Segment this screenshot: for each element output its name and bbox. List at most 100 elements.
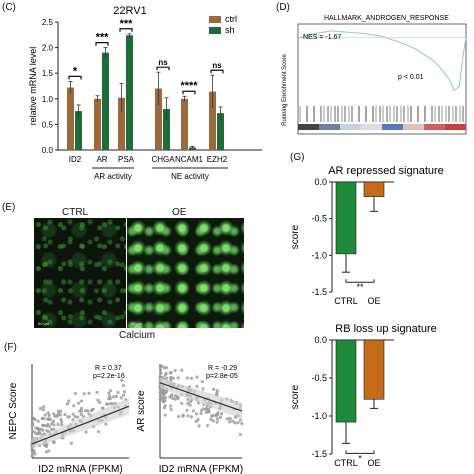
- data-point: [201, 407, 205, 411]
- calcium-micrographs: 50 µm 50 µm: [34, 218, 244, 328]
- significance-label: *: [73, 65, 78, 77]
- rank-color-bar: [424, 124, 445, 130]
- significance-bracket: [210, 69, 224, 74]
- data-point: [84, 430, 88, 434]
- panel-label-d: (D): [276, 2, 290, 13]
- x-tick-label: CHGA: [151, 155, 175, 164]
- p-value-label: p=2.8e-05: [206, 373, 238, 380]
- significance-bracket: [68, 75, 82, 80]
- significance-label: ***: [96, 32, 110, 44]
- micrograph-oe: [127, 218, 244, 328]
- data-point: [197, 424, 201, 428]
- data-point: [219, 412, 224, 416]
- rank-color-bar: [445, 124, 466, 130]
- bar-ctrl: [335, 339, 357, 423]
- data-point: [30, 423, 34, 427]
- x-tick-label: CTRL: [334, 296, 358, 306]
- r-value-label: R = 0.37: [95, 365, 122, 372]
- data-point: [72, 404, 76, 408]
- legend-swatch-ctrl: [209, 16, 221, 23]
- panel-label-e: (E): [2, 202, 16, 213]
- y-tick-label: 1.5: [42, 69, 54, 78]
- y-tick-label: -1.0: [311, 411, 327, 421]
- micrograph-caption: Calcium: [119, 330, 156, 341]
- data-point: [87, 391, 91, 395]
- data-point: [45, 443, 49, 447]
- panel-label-c: (C): [2, 2, 16, 13]
- y-tick-label: -0.5: [311, 214, 327, 224]
- significance-label: ns: [158, 58, 168, 67]
- data-point: [98, 400, 102, 405]
- data-point: [163, 399, 167, 403]
- bar-ctrl: [335, 181, 357, 255]
- scatter-nepc-score: R = 0.37p=2.2e-16 ID2 mRNA (FPKM) NEPC Sco…: [8, 364, 130, 474]
- data-point: [34, 426, 38, 430]
- scale-label-ctrl: 50 µm: [38, 321, 50, 326]
- bar-sh: [163, 109, 170, 150]
- data-point: [233, 421, 237, 425]
- data-point: [225, 417, 229, 421]
- data-point: [199, 411, 203, 416]
- x-axis-label: ID2 mRNA (FPKM): [159, 464, 243, 474]
- data-point: [53, 414, 57, 418]
- data-point: [238, 432, 243, 437]
- bar-sh: [102, 52, 109, 150]
- data-point: [51, 419, 55, 423]
- data-point: [211, 419, 215, 423]
- y-axis-label: score: [290, 224, 301, 249]
- data-point: [169, 404, 173, 408]
- data-point: [44, 450, 48, 454]
- data-point: [56, 409, 61, 413]
- y-axis-label: NEPC Score: [8, 382, 19, 439]
- panel-label-g: (G): [290, 152, 305, 163]
- data-point: [122, 389, 127, 394]
- data-point: [158, 364, 163, 368]
- data-point: [173, 368, 177, 373]
- data-point: [215, 420, 219, 424]
- data-point: [35, 432, 39, 436]
- data-point: [41, 428, 45, 432]
- bar-ctrl: [155, 88, 162, 150]
- data-point: [169, 371, 173, 375]
- scale-label-oe: 50 µm: [131, 321, 143, 326]
- data-point: [121, 393, 126, 397]
- data-point: [206, 409, 210, 414]
- data-point: [106, 402, 110, 406]
- data-point: [180, 368, 184, 372]
- y-axis-label: score: [290, 384, 301, 409]
- plot-frame: [297, 23, 467, 135]
- data-point: [191, 409, 196, 413]
- data-point: [73, 415, 77, 419]
- scatter-ar-score: R = -0.29p=2.8e-05 ID2 mRNA (FPKM) AR scor…: [136, 364, 244, 474]
- data-point: [189, 376, 194, 380]
- data-point: [32, 449, 36, 453]
- enrichment-curve: [297, 30, 467, 92]
- bar-oe: [363, 339, 385, 400]
- regression-line: [31, 405, 130, 445]
- bar-ctrl: [118, 97, 125, 150]
- data-point: [185, 376, 189, 380]
- data-point: [238, 418, 242, 422]
- data-point: [42, 423, 46, 428]
- data-point: [33, 452, 37, 456]
- data-point: [195, 384, 199, 388]
- data-point: [71, 418, 75, 422]
- rank-color-bar: [403, 124, 424, 130]
- confidence-band: [160, 377, 242, 419]
- significance-bracket: [345, 279, 375, 283]
- significance-bracket: [95, 42, 109, 46]
- bar-sh: [217, 113, 224, 150]
- data-point: [158, 368, 163, 372]
- data-point: [76, 401, 81, 405]
- bar-ctrl: [209, 91, 216, 150]
- data-point: [46, 411, 50, 415]
- bar-sh: [126, 35, 133, 151]
- data-point: [107, 391, 111, 395]
- data-point: [109, 389, 113, 393]
- data-point: [216, 417, 220, 421]
- y-tick-label: -1.5: [311, 287, 327, 297]
- data-point: [119, 396, 123, 400]
- data-point: [231, 419, 235, 423]
- data-point: [171, 376, 176, 380]
- data-point: [215, 392, 219, 396]
